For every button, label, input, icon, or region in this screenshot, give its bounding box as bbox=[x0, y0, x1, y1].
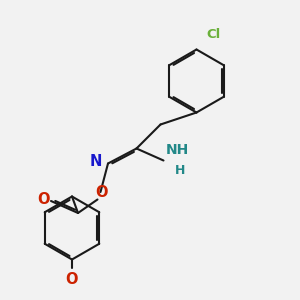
Text: O: O bbox=[37, 192, 50, 207]
Text: O: O bbox=[66, 272, 78, 287]
Text: H: H bbox=[175, 164, 185, 177]
Text: Cl: Cl bbox=[206, 28, 220, 41]
Text: O: O bbox=[95, 185, 107, 200]
Text: NH: NH bbox=[166, 143, 189, 157]
Text: N: N bbox=[90, 154, 102, 169]
